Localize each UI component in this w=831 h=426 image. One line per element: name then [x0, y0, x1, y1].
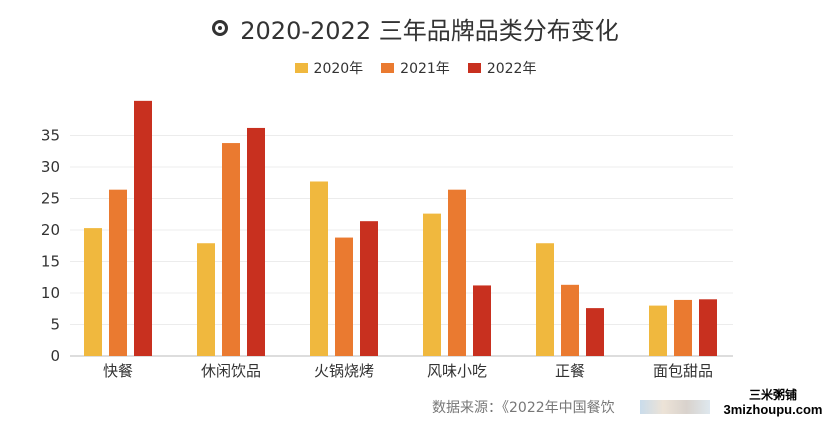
legend-item-2021: 2021年 — [381, 58, 450, 78]
x-tick-label: 火锅烧烤 — [314, 362, 374, 380]
bar — [561, 284, 579, 356]
chart-legend: 2020年 2021年 2022年 — [0, 58, 831, 78]
legend-item-2020: 2020年 — [294, 58, 364, 78]
bar — [134, 100, 152, 356]
legend-swatch-2020 — [294, 63, 308, 73]
bar — [247, 127, 265, 356]
bar — [649, 305, 667, 356]
chart-title: 2020-2022 三年品牌品类分布变化 — [240, 16, 619, 45]
y-tick-label: 15 — [41, 253, 60, 271]
bar — [109, 189, 127, 356]
bar — [448, 189, 466, 356]
bar — [360, 221, 378, 356]
x-tick-label: 正餐 — [555, 362, 585, 380]
bar — [473, 285, 491, 356]
y-tick-label: 20 — [41, 221, 60, 239]
bar — [84, 228, 102, 356]
legend-swatch-2022 — [467, 63, 481, 73]
y-tick-label: 35 — [41, 127, 60, 145]
watermark-line1: 三米粥铺 — [748, 388, 797, 402]
bar — [310, 181, 328, 356]
watermark: 三米粥铺 3mizhoupu.com — [718, 388, 828, 418]
y-tick-label: 30 — [41, 158, 60, 176]
bar — [536, 243, 554, 356]
legend-item-2022: 2022年 — [467, 58, 537, 78]
target-circle-icon — [212, 20, 229, 36]
bar — [674, 299, 692, 356]
x-tick-label: 面包甜品 — [653, 362, 713, 380]
bar — [222, 143, 240, 356]
legend-swatch-2021 — [381, 63, 395, 73]
bar — [699, 299, 717, 356]
legend-label-2022: 2022年 — [486, 61, 537, 77]
y-tick-label: 0 — [50, 347, 60, 365]
x-tick-label: 休闲饮品 — [201, 362, 261, 380]
chart-title-row: 2020-2022 三年品牌品类分布变化 — [0, 10, 831, 46]
bar — [335, 237, 353, 356]
source-note: 数据来源：《2022年中国餐饮 — [432, 400, 615, 416]
x-tick-label: 风味小吃 — [427, 362, 487, 380]
y-tick-label: 10 — [41, 284, 60, 302]
x-tick-label: 快餐 — [103, 362, 133, 380]
blurred-text-strip — [640, 400, 710, 414]
y-tick-label: 25 — [41, 190, 60, 208]
bar — [586, 308, 604, 356]
watermark-line2: 3mizhoupu.com — [723, 402, 823, 417]
legend-label-2020: 2020年 — [313, 61, 364, 77]
y-tick-label: 5 — [50, 316, 60, 334]
legend-label-2021: 2021年 — [400, 61, 450, 77]
bar — [423, 213, 441, 356]
bar — [197, 243, 215, 356]
